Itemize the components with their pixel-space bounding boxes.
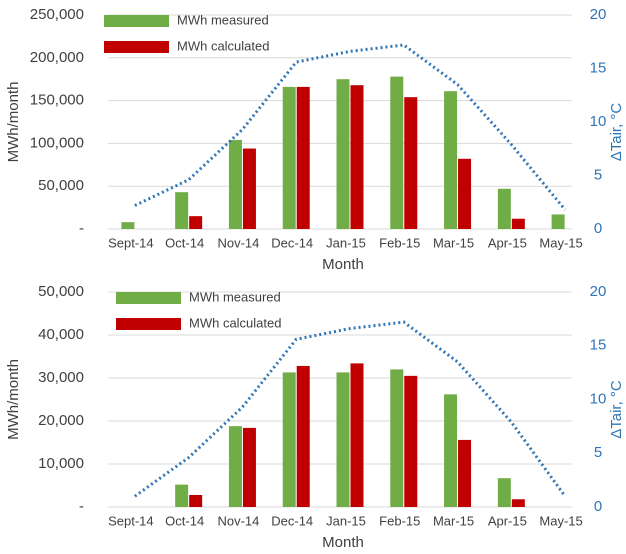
y-tick-label: - xyxy=(79,220,84,237)
bar xyxy=(282,86,296,230)
y-tick-label: - xyxy=(79,498,84,515)
y-tick-label: 50,000 xyxy=(38,177,84,194)
x-tick-label: Feb-15 xyxy=(379,235,420,250)
legend-label: MWh measured xyxy=(189,289,281,304)
x-tick-label: Sept-14 xyxy=(108,513,154,528)
bar xyxy=(282,372,296,507)
temperature-line xyxy=(134,320,567,498)
y2-tick-label: 20 xyxy=(590,6,607,23)
legend-label: MWh measured xyxy=(177,12,269,27)
bar xyxy=(390,76,404,229)
y-tick-label: 40,000 xyxy=(38,326,84,343)
bar xyxy=(228,426,242,507)
y-tick-label: 30,000 xyxy=(38,369,84,386)
bar xyxy=(228,139,242,229)
bar xyxy=(497,478,511,507)
x-tick-label: May-15 xyxy=(539,235,582,250)
legend-swatch xyxy=(104,41,169,53)
x-tick-label: May-15 xyxy=(539,513,582,528)
x-axis-label: Month xyxy=(322,256,364,273)
bar xyxy=(242,427,256,507)
bar xyxy=(242,148,256,229)
bar xyxy=(511,218,525,229)
bar xyxy=(350,85,364,229)
y2-tick-label: 5 xyxy=(594,166,602,183)
y2-tick-label: 15 xyxy=(590,59,607,76)
y-tick-label: 10,000 xyxy=(38,455,84,472)
bar xyxy=(404,97,418,230)
y-axis-label: MWh/month xyxy=(5,359,22,440)
legend-swatch xyxy=(104,15,169,27)
bar xyxy=(121,222,135,229)
legend-label: MWh calculated xyxy=(177,38,269,53)
y-tick-label: 20,000 xyxy=(38,412,84,429)
x-tick-label: Mar-15 xyxy=(433,513,474,528)
x-tick-label: Oct-14 xyxy=(165,513,204,528)
x-tick-label: Mar-15 xyxy=(433,235,474,250)
y2-tick-label: 0 xyxy=(594,498,602,515)
legend-label: MWh calculated xyxy=(189,315,281,330)
legend-swatch xyxy=(116,318,181,330)
bar xyxy=(189,216,203,229)
bar xyxy=(390,369,404,507)
x-tick-label: Jan-15 xyxy=(326,235,366,250)
y-tick-label: 250,000 xyxy=(30,6,84,23)
x-tick-label: Dec-14 xyxy=(271,513,313,528)
bar xyxy=(458,158,472,229)
bar xyxy=(189,494,203,507)
y-tick-label: 50,000 xyxy=(38,283,84,300)
bar xyxy=(336,79,350,229)
bar xyxy=(444,394,458,507)
y-tick-label: 150,000 xyxy=(30,92,84,109)
bar xyxy=(497,188,511,229)
y2-tick-label: 15 xyxy=(590,337,607,354)
y-axis-label: MWh/month xyxy=(5,82,22,163)
bar xyxy=(350,363,364,507)
bar xyxy=(511,499,525,507)
bar xyxy=(336,372,350,507)
bar xyxy=(404,375,418,507)
x-tick-label: Jan-15 xyxy=(326,513,366,528)
y-tick-label: 100,000 xyxy=(30,134,84,151)
y2-tick-label: 10 xyxy=(590,113,607,130)
y-tick-label: 200,000 xyxy=(30,49,84,66)
x-axis-label: Month xyxy=(322,534,364,551)
y2-tick-label: 5 xyxy=(594,444,602,461)
y2-tick-label: 0 xyxy=(594,220,602,237)
bar xyxy=(458,439,472,507)
bar xyxy=(444,91,458,230)
legend-swatch xyxy=(116,292,181,304)
x-tick-label: Nov-14 xyxy=(217,513,259,528)
bar xyxy=(296,365,310,507)
x-tick-label: Oct-14 xyxy=(165,235,204,250)
x-tick-label: Apr-15 xyxy=(488,513,527,528)
y2-axis-label: ΔTair, °C xyxy=(608,103,625,162)
x-tick-label: Apr-15 xyxy=(488,235,527,250)
bar xyxy=(175,192,189,229)
x-tick-label: Feb-15 xyxy=(379,513,420,528)
bar xyxy=(175,484,189,507)
x-tick-label: Nov-14 xyxy=(217,235,259,250)
y2-tick-label: 10 xyxy=(590,390,607,407)
bar xyxy=(296,86,310,230)
y2-axis-label: ΔTair, °C xyxy=(608,380,625,439)
temperature-line xyxy=(134,43,567,211)
bar xyxy=(551,214,565,229)
y2-tick-label: 20 xyxy=(590,283,607,300)
x-tick-label: Dec-14 xyxy=(271,235,313,250)
x-tick-label: Sept-14 xyxy=(108,235,154,250)
